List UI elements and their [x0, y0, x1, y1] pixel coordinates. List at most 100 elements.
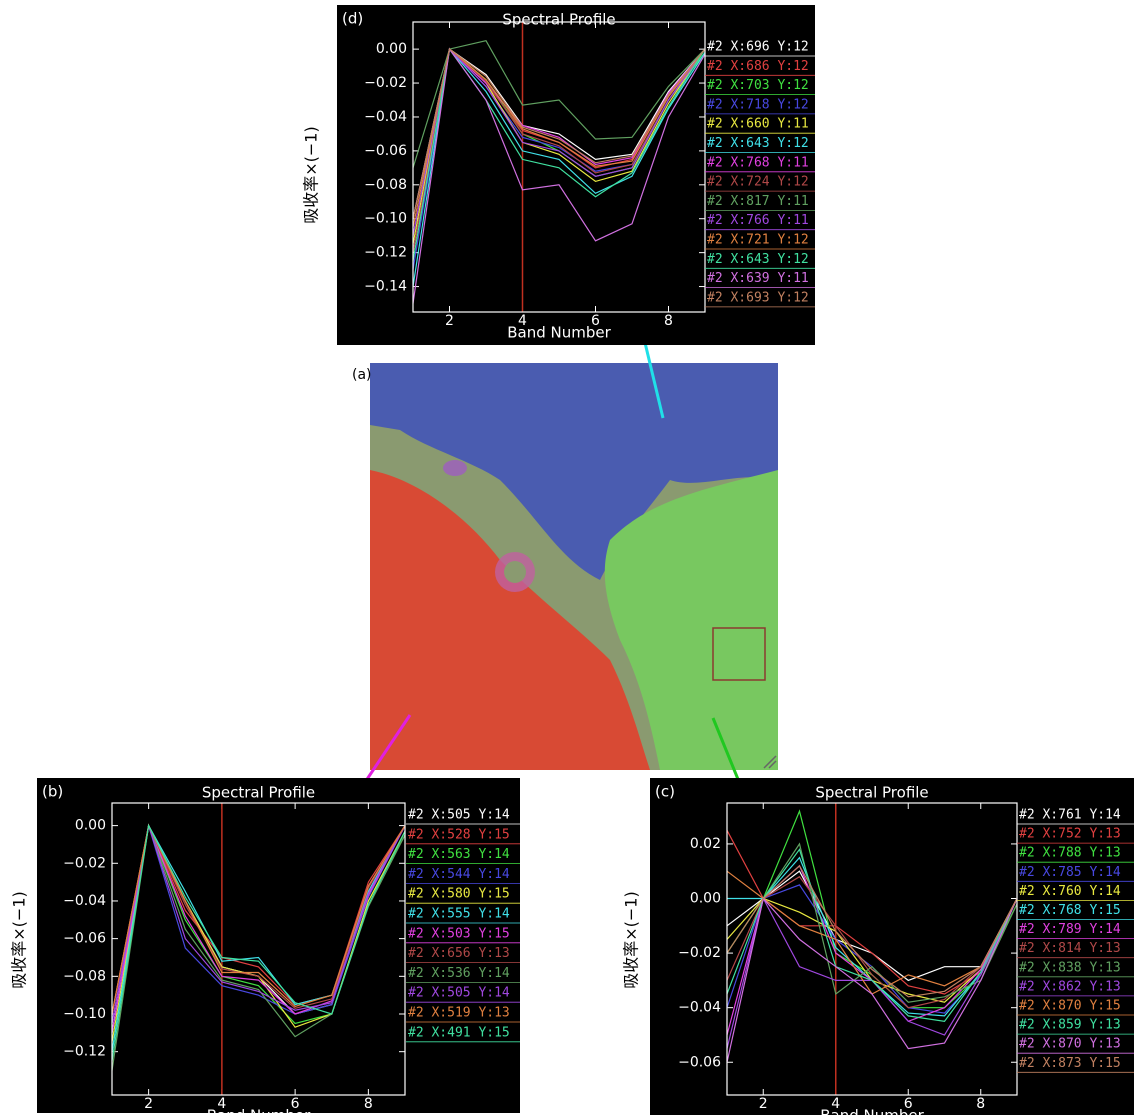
- series-line: [726, 848, 1018, 1022]
- y-tick-label: 0.00: [75, 818, 106, 834]
- y-axis-label: 吸收率×(−1): [10, 891, 29, 988]
- legend-entry: #2 X:693 Y:12: [707, 290, 809, 305]
- x-tick-label: 4: [831, 1096, 840, 1112]
- y-tick-label: −0.10: [364, 211, 407, 227]
- series-line: [412, 47, 706, 304]
- plot-frame: [111, 802, 406, 1096]
- series-line: [111, 825, 406, 1024]
- legend-entry: #2 X:859 Y:13: [1019, 1018, 1121, 1033]
- y-tick-label: −0.10: [63, 1006, 106, 1022]
- series-line: [412, 48, 706, 219]
- series-line: [412, 40, 706, 168]
- panel-label: (c): [655, 783, 675, 801]
- legend-entry: #2 X:788 Y:13: [1019, 846, 1121, 861]
- y-tick-label: −0.14: [364, 279, 407, 295]
- x-tick-label: 2: [445, 313, 454, 329]
- legend-entry: #2 X:724 Y:12: [707, 175, 809, 190]
- legend-entry: #2 X:768 Y:11: [707, 155, 809, 170]
- chart-title: Spectral Profile: [202, 784, 315, 802]
- series-line: [726, 897, 1018, 1063]
- y-tick-label: −0.08: [364, 177, 407, 193]
- legend-entry: #2 X:696 Y:12: [707, 40, 809, 55]
- legend-entry: #2 X:660 Y:11: [707, 117, 809, 132]
- legend-entry: #2 X:491 Y:15: [408, 1025, 510, 1040]
- y-tick-label: −0.08: [63, 968, 106, 984]
- chart-panel: (d) Spectral Profile Band Number 0.00 −0.02 −…: [337, 5, 815, 345]
- x-tick-label: 2: [144, 1096, 153, 1112]
- legend-entry: #2 X:760 Y:14: [1019, 884, 1121, 899]
- image-label: (a): [352, 367, 372, 383]
- legend-entry: #2 X:563 Y:14: [408, 847, 510, 862]
- legend-entry: #2 X:817 Y:11: [707, 194, 809, 209]
- legend-entry: #2 X:643 Y:12: [707, 252, 809, 267]
- chart-title: Spectral Profile: [815, 784, 928, 802]
- series-line: [111, 823, 406, 1062]
- legend-entry: #2 X:580 Y:15: [408, 887, 510, 902]
- map-image: [370, 363, 778, 770]
- y-tick-label: −0.12: [63, 1044, 106, 1060]
- y-tick-label: −0.02: [63, 855, 106, 871]
- legend-entry: #2 X:870 Y:13: [1019, 1037, 1121, 1052]
- series-line: [111, 823, 406, 1015]
- y-tick-label: 0.00: [376, 41, 407, 57]
- y-axis-label: 吸收率×(−1): [622, 891, 641, 988]
- series-line: [412, 47, 706, 287]
- legend-entry: #2 X:505 Y:14: [408, 808, 510, 823]
- panel-label: (d): [342, 10, 363, 28]
- y-tick-label: −0.04: [364, 109, 407, 125]
- y-axis-label: 吸收率×(−1): [302, 126, 321, 223]
- legend-entry: #2 X:873 Y:15: [1019, 1056, 1121, 1071]
- x-tick-label: 8: [364, 1096, 373, 1112]
- y-tick-label: −0.04: [678, 1000, 721, 1016]
- x-tick-label: 8: [664, 313, 673, 329]
- y-tick-label: −0.06: [678, 1054, 721, 1070]
- x-tick-label: 6: [591, 313, 600, 329]
- y-tick-label: −0.02: [364, 75, 407, 91]
- y-tick-label: −0.06: [63, 931, 106, 947]
- legend-entry: #2 X:656 Y:13: [408, 946, 510, 961]
- legend-entry: #2 X:838 Y:13: [1019, 960, 1121, 975]
- x-tick-label: 2: [759, 1096, 768, 1112]
- x-tick-label: 8: [976, 1096, 985, 1112]
- series-line: [412, 47, 706, 228]
- legend-entry: #2 X:503 Y:15: [408, 926, 510, 941]
- legend-entry: #2 X:643 Y:12: [707, 136, 809, 151]
- x-axis-label: Band Number: [207, 1107, 311, 1115]
- y-tick-label: −0.02: [678, 945, 721, 961]
- chart-title: Spectral Profile: [502, 11, 615, 29]
- legend-entry: #2 X:519 Y:13: [408, 1006, 510, 1021]
- legend-entry: #2 X:761 Y:14: [1019, 808, 1121, 823]
- y-tick-label: −0.06: [364, 143, 407, 159]
- legend-entry: #2 X:718 Y:12: [707, 97, 809, 112]
- x-axis-label: Band Number: [507, 324, 611, 342]
- series-line: [412, 47, 706, 236]
- legend-entry: #2 X:870 Y:15: [1019, 999, 1121, 1014]
- chart-panel: (b) Spectral Profile Band Number 0.00 −0.02 −…: [37, 778, 520, 1115]
- y-tick-label: 0.00: [690, 891, 721, 907]
- legend-entry: #2 X:789 Y:14: [1019, 922, 1121, 937]
- legend-entry: #2 X:862 Y:13: [1019, 979, 1121, 994]
- y-tick-label: 0.02: [690, 836, 721, 852]
- plot-frame: [726, 802, 1018, 1096]
- x-tick-label: 4: [518, 313, 527, 329]
- x-tick-label: 6: [904, 1096, 913, 1112]
- legend-entry: #2 X:768 Y:15: [1019, 903, 1121, 918]
- series-line: [726, 842, 1018, 1003]
- series-line: [111, 825, 406, 1024]
- legend-entry: #2 X:544 Y:14: [408, 867, 510, 882]
- panel-label: (b): [42, 783, 63, 801]
- y-tick-label: −0.12: [364, 245, 407, 261]
- legend-entry: #2 X:703 Y:12: [707, 78, 809, 93]
- legend-entry: #2 X:721 Y:12: [707, 233, 809, 248]
- legend-entry: #2 X:555 Y:14: [408, 907, 510, 922]
- y-tick-label: −0.04: [63, 893, 106, 909]
- legend-entry: #2 X:639 Y:11: [707, 271, 809, 286]
- panel-background: [650, 778, 1134, 1115]
- x-tick-label: 6: [291, 1096, 300, 1112]
- legend-entry: #2 X:536 Y:14: [408, 966, 510, 981]
- legend-entry: #2 X:686 Y:12: [707, 59, 809, 74]
- x-tick-label: 4: [217, 1096, 226, 1112]
- legend-entry: #2 X:528 Y:15: [408, 827, 510, 842]
- panel-background: [37, 778, 520, 1113]
